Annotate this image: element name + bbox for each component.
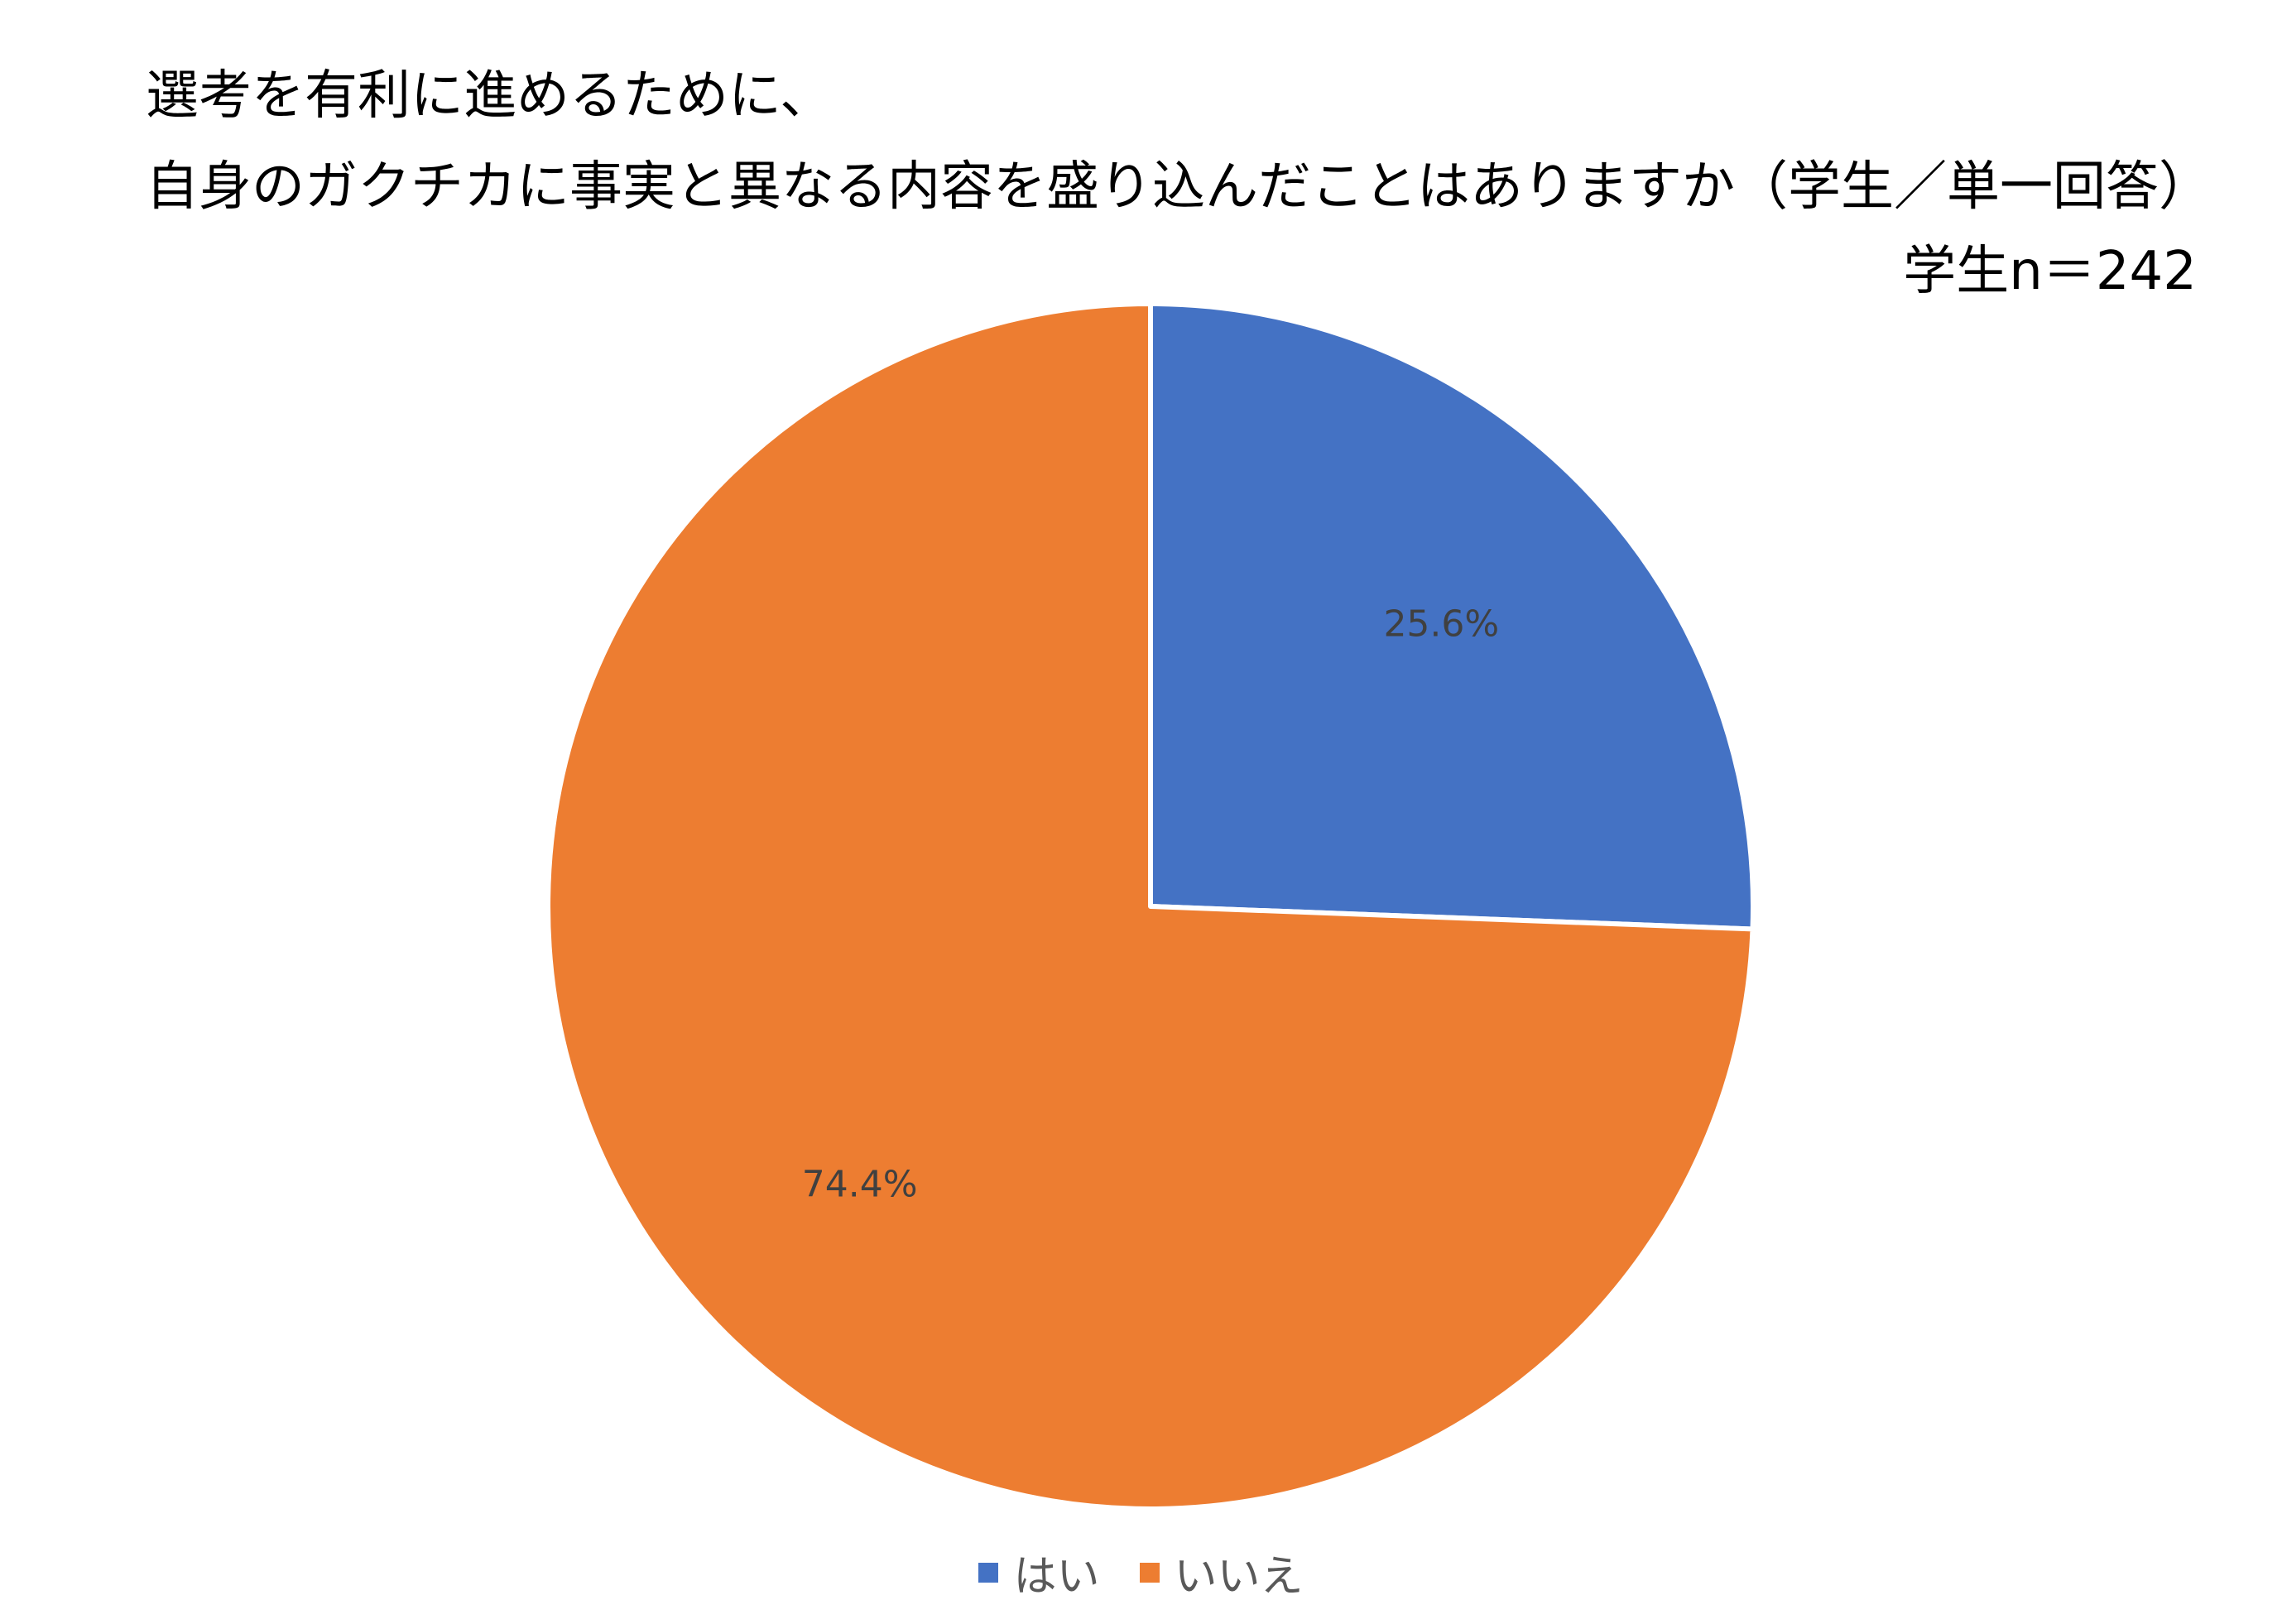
pie-slice-1 bbox=[545, 301, 1756, 1511]
chart-title-line-2: 自身のガクチカに事実と異なる内容を盛り込んだことはありますか（学生／単一回答） bbox=[146, 156, 2212, 218]
legend-entry-hai: はい bbox=[978, 1541, 1100, 1603]
legend-entry-iie: いいえ bbox=[1139, 1541, 1304, 1603]
legend-label-hai: はい bbox=[1013, 1552, 1100, 1602]
legend-label-iie: いいえ bbox=[1174, 1552, 1304, 1602]
sample-size-note: 学生n＝242 bbox=[1903, 241, 2197, 302]
pie-data-labels: 25.6% 74.4% bbox=[802, 603, 1499, 1206]
pie-slice-0 bbox=[1148, 301, 1756, 932]
pie-slices bbox=[545, 301, 1756, 1511]
pie-data-label-0: 25.6% bbox=[1383, 603, 1499, 646]
legend-swatch-hai bbox=[978, 1562, 999, 1583]
pie-data-label-1: 74.4% bbox=[802, 1163, 918, 1205]
chart-title-line-1: 選考を有利に進めるために、 bbox=[146, 65, 834, 127]
legend-swatch-iie bbox=[1139, 1562, 1160, 1583]
chart-legend: はい いいえ bbox=[0, 1541, 2282, 1603]
